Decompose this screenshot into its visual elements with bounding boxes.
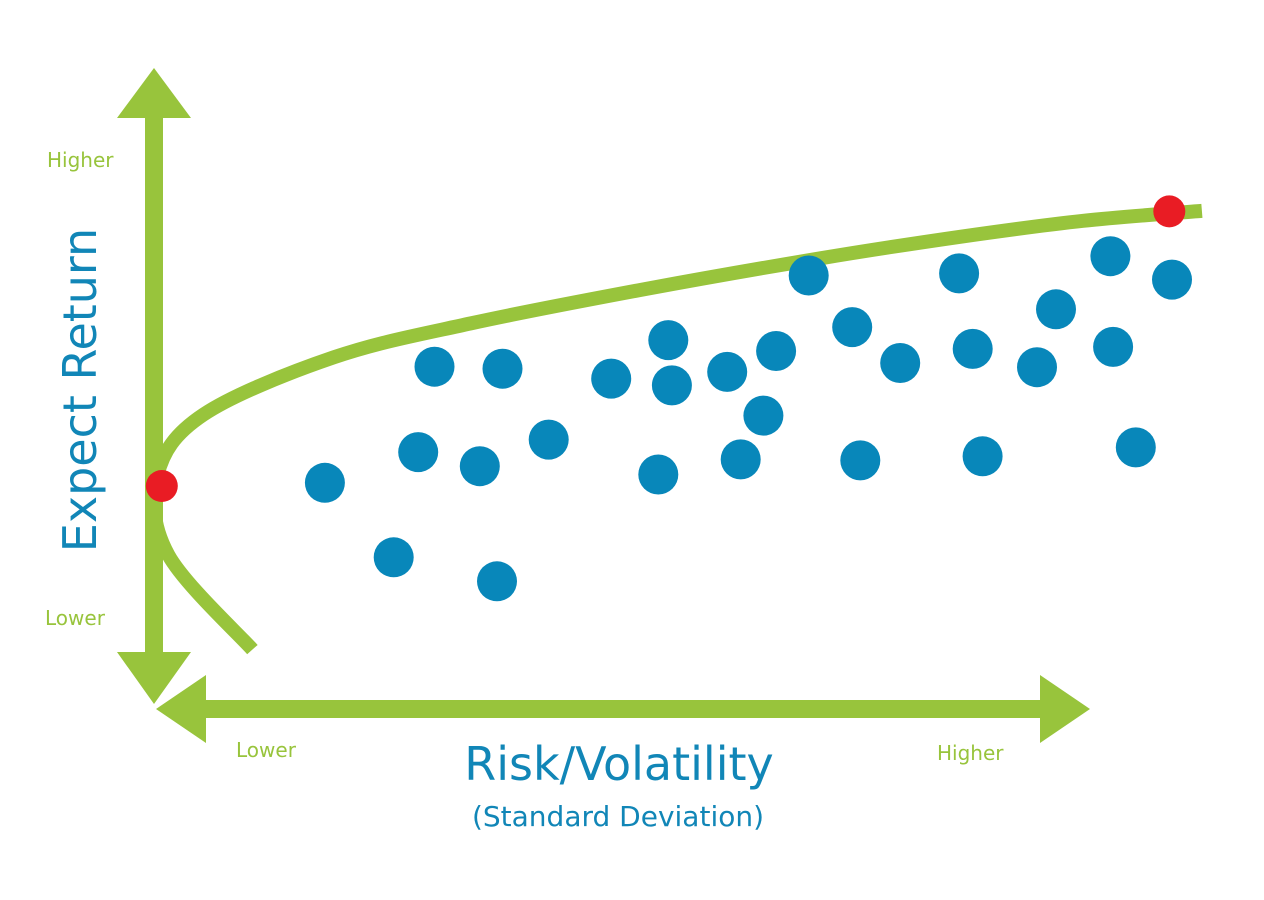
portfolio-point [304,462,345,503]
portfolio-point [1093,326,1134,367]
y-axis-title: Expect Return [53,228,107,552]
portfolio-point [414,346,455,387]
portfolio-point [373,537,414,578]
portfolio-point [832,307,873,348]
portfolio-point [788,255,829,296]
portfolio-point [840,440,881,481]
portfolio-point [756,331,797,371]
y-axis-high-label: Higher [47,148,114,172]
x-axis-arrowhead-left [156,675,206,743]
portfolio-point [528,419,569,460]
portfolio-point [482,348,523,389]
portfolio-point [651,365,692,406]
x-axis-low-label: Lower [236,738,297,762]
portfolio-point [1017,347,1057,388]
x-axis-shaft [198,700,1048,718]
x-axis-title: Risk/Volatility [464,737,774,791]
portfolio-point [1152,259,1192,300]
portfolio-point [880,343,921,383]
frontier-endpoint [1153,195,1186,228]
portfolio-point [1036,289,1076,330]
portfolio-point [459,446,500,487]
portfolio-point [707,351,748,392]
x-axis-arrowhead-right [1040,675,1090,743]
portfolio-points [304,236,1192,602]
y-axis-low-label: Lower [45,606,106,630]
frontier-endpoints [145,195,1186,502]
portfolio-point [743,395,784,436]
y-axis-arrow [117,68,191,704]
portfolio-point [1090,236,1131,277]
y-axis-shaft [145,110,163,660]
portfolio-point [962,436,1003,477]
portfolio-point [939,253,980,294]
y-axis-arrowhead-up [117,68,191,118]
frontier-endpoint [145,470,178,502]
portfolio-point [591,358,632,399]
portfolio-point [648,320,689,361]
y-axis-arrowhead-down [117,652,191,704]
portfolio-point [720,439,761,480]
x-axis-subtitle: (Standard Deviation) [472,800,764,833]
efficient-frontier-curve [147,203,1203,655]
portfolio-point [398,432,439,473]
portfolio-point [638,454,679,495]
portfolio-point [477,561,517,602]
x-axis-high-label: Higher [937,741,1004,765]
portfolio-point [952,328,993,369]
portfolio-point [1115,427,1156,468]
x-axis-arrow [156,675,1090,743]
